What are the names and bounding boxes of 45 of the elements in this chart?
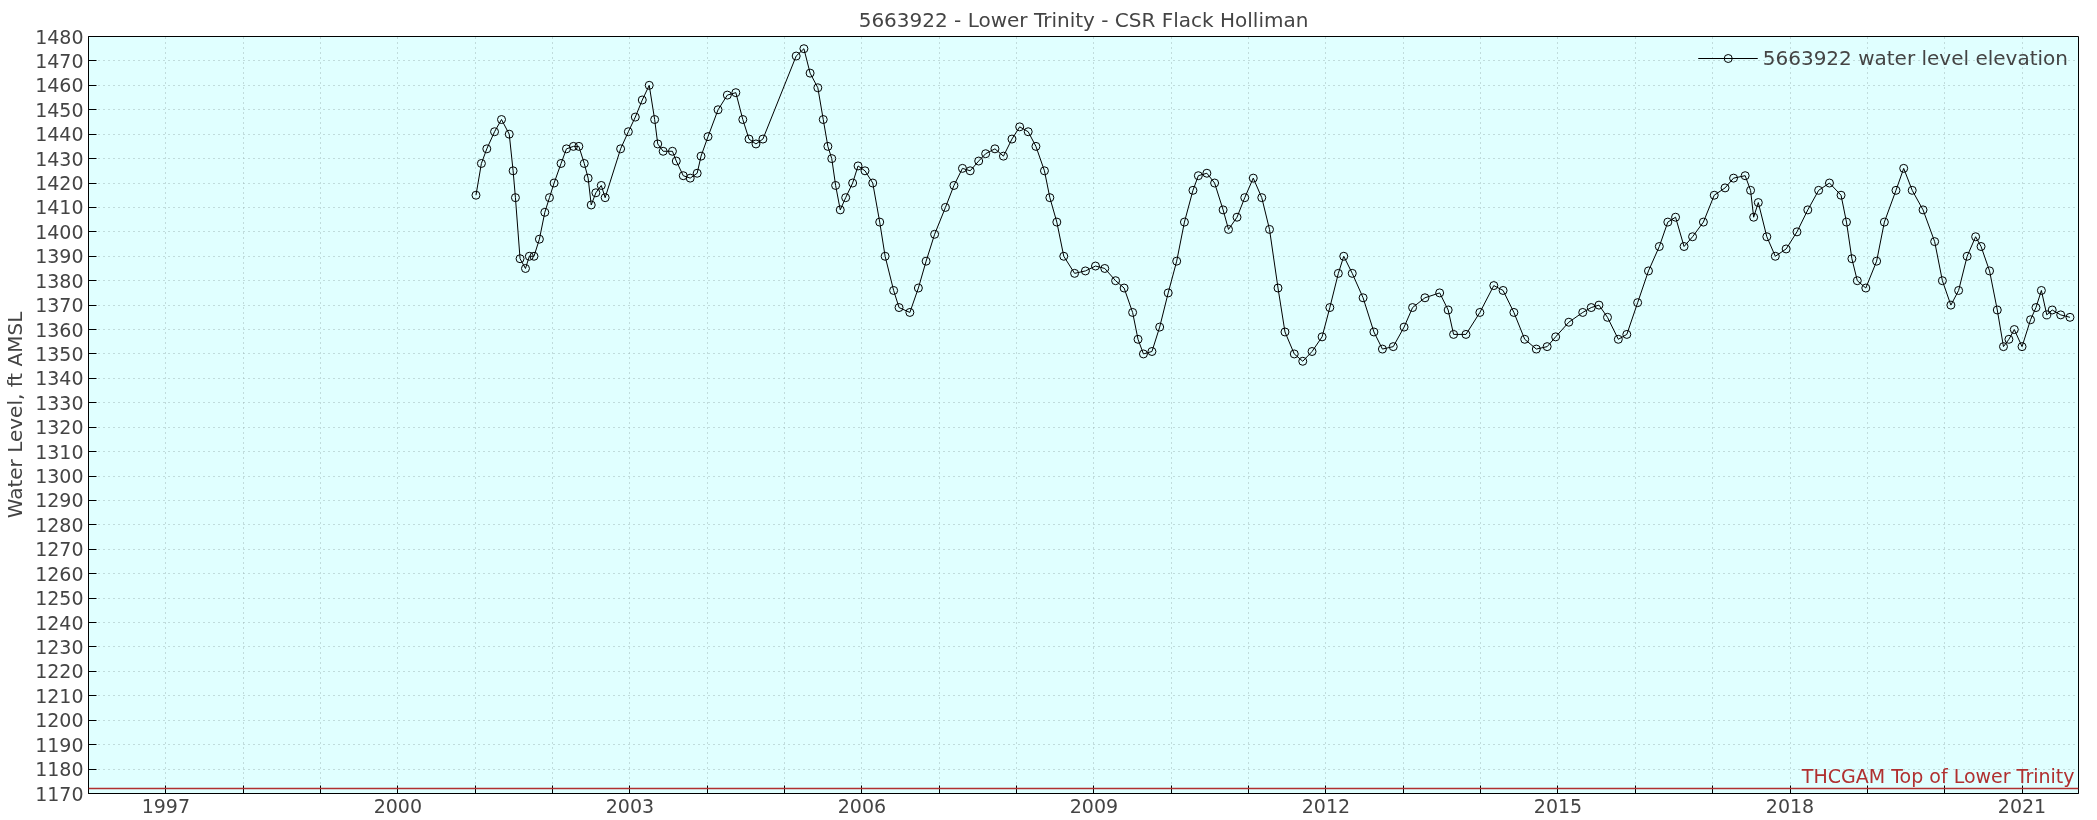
y-tick-label: 1320: [35, 416, 84, 439]
y-tick-label: 1270: [35, 538, 84, 561]
y-tick-label: 1220: [35, 660, 84, 683]
y-tick-label: 1290: [35, 489, 84, 512]
y-tick-label: 1330: [35, 391, 84, 414]
y-tick-label: 1420: [35, 172, 84, 195]
legend-label: 5663922 water level elevation: [1762, 46, 2068, 70]
y-tick-label: 1180: [35, 758, 84, 781]
x-tick-label: 2006: [837, 794, 887, 817]
y-tick-label: 1230: [35, 635, 84, 658]
y-tick-label: 1170: [35, 782, 84, 805]
y-tick-label: 1480: [35, 25, 84, 48]
chart-title: 5663922 - Lower Trinity - CSR Flack Holliman: [858, 7, 1309, 32]
x-tick-label: 2015: [1533, 794, 1583, 817]
x-tick-label: 2018: [1765, 794, 1815, 817]
y-tick-label: 1210: [35, 684, 84, 707]
x-tick-label: 2000: [373, 794, 423, 817]
x-tick-label: 2012: [1301, 794, 1351, 817]
y-tick-label: 1370: [35, 294, 84, 317]
ref-line-label: THCGAM Top of Lower Trinity: [1800, 764, 2075, 787]
y-tick-label: 1430: [35, 147, 84, 170]
y-tick-label: 1360: [35, 318, 84, 341]
y-tick-label: 1440: [35, 123, 84, 146]
y-tick-label: 1300: [35, 465, 84, 488]
y-tick-label: 1280: [35, 513, 84, 536]
y-tick-label: 1410: [35, 196, 84, 219]
x-tick-label: 2009: [1069, 794, 1119, 817]
y-tick-label: 1340: [35, 367, 84, 390]
y-axis-title: Water Level, ft AMSL: [3, 310, 28, 519]
y-tick-label: 1200: [35, 709, 84, 732]
y-tick-label: 1250: [35, 587, 84, 610]
y-tick-label: 1310: [35, 440, 84, 463]
x-tick-label: 2003: [605, 794, 655, 817]
y-tick-label: 1400: [35, 220, 84, 243]
y-tick-label: 1450: [35, 98, 84, 121]
y-tick-label: 1380: [35, 269, 84, 292]
x-tick-label: 1997: [141, 794, 191, 817]
y-tick-label: 1260: [35, 562, 84, 585]
y-tick-label: 1350: [35, 342, 84, 365]
y-tick-label: 1470: [35, 49, 84, 72]
y-tick-label: 1460: [35, 74, 84, 97]
y-tick-label: 1190: [35, 733, 84, 756]
x-tick-label: 2021: [1997, 794, 2047, 817]
y-tick-label: 1390: [35, 245, 84, 268]
y-tick-label: 1240: [35, 611, 84, 634]
